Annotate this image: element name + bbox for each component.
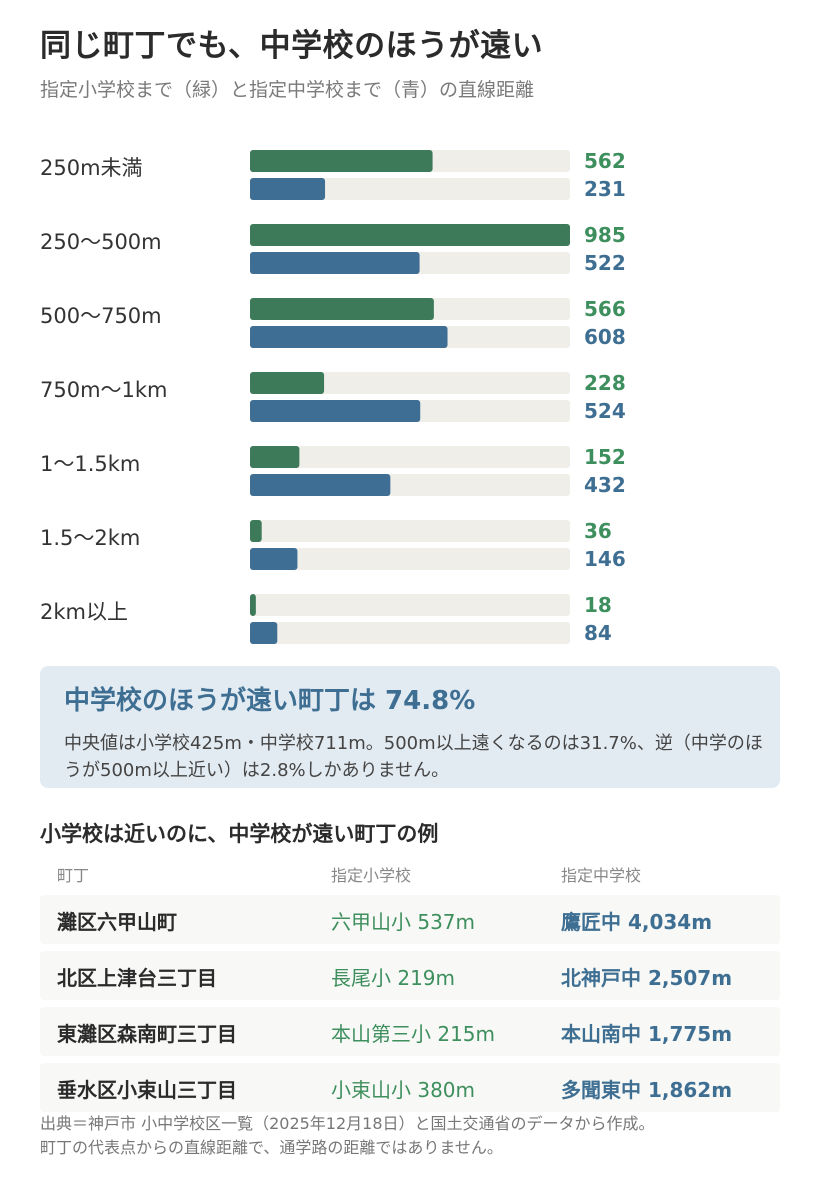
bar-track [250,622,570,644]
header-elementary: 指定小学校 [331,866,412,885]
town-name: 垂水区小束山三丁目 [57,1078,237,1102]
source-line: 出典＝神戸市 小中学校区一覧（2025年12月18日）と国土交通省のデータから作… [40,1114,655,1133]
junior-bar [250,326,448,348]
page-subtitle: 指定小学校まで（緑）と指定中学校まで（青）の直線距離 [40,79,535,101]
bar-track [250,446,570,468]
elementary-school: 小束山小 380m [331,1078,476,1102]
junior-value-label: 146 [584,547,626,571]
elementary-value-label: 228 [584,371,626,395]
table-row: 北区上津台三丁目 長尾小 219m 北神戸中 2,507m [40,951,780,1000]
bar-track [250,178,570,200]
header-junior: 指定中学校 [561,866,642,885]
bar-track [250,372,570,394]
junior-bar [250,622,278,644]
junior-bar [250,252,420,274]
bar-track [250,520,570,542]
elementary-bar [250,298,434,320]
elementary-value-label: 562 [584,149,626,173]
category-label: 2km以上 [40,600,128,624]
junior-value-label: 524 [584,399,626,423]
junior-bar [250,400,421,422]
junior-school: 鷹匠中 4,034m [561,910,713,934]
elementary-value-label: 566 [584,297,626,321]
junior-value-label: 522 [584,251,626,275]
town-name: 東灘区森南町三丁目 [57,1022,237,1046]
distance-bar-chart: 250m未満 562 231 250〜500m 985 522 500〜750m 566 608… [40,149,626,645]
junior-value-label: 608 [584,325,626,349]
bar-track [250,594,570,616]
junior-value-label: 231 [584,177,626,201]
elementary-bar [250,224,570,246]
summary-body: 中央値は小学校425m・中学校711m。500m以上遠くなるのは31.7%、逆（… [64,733,763,781]
junior-value-label: 432 [584,473,626,497]
junior-school: 北神戸中 2,507m [561,966,733,990]
category-label: 1〜1.5km [40,452,140,476]
elementary-bar [250,594,256,616]
category-label: 500〜750m [40,304,162,328]
table-row: 垂水区小束山三丁目 小束山小 380m 多聞東中 1,862m [40,1063,780,1112]
junior-school: 多聞東中 1,862m [561,1078,733,1102]
elementary-school: 六甲山小 537m [331,910,476,934]
category-label: 250〜500m [40,230,162,254]
elementary-school: 本山第三小 215m [331,1022,496,1046]
elementary-bar [250,520,262,542]
junior-value-label: 84 [584,621,612,645]
elementary-bar [250,372,325,394]
junior-bar [250,178,326,200]
elementary-value-label: 18 [584,593,612,617]
junior-school: 本山南中 1,775m [561,1022,733,1046]
elementary-bar [250,150,433,172]
source-line: 町丁の代表点からの直線距離で、通学路の距離ではありません。 [40,1138,503,1157]
category-label: 250m未満 [40,156,143,180]
elementary-school: 長尾小 219m [331,966,456,990]
junior-bar [250,474,391,496]
page-title: 同じ町丁でも、中学校のほうが遠い [40,28,544,64]
examples-title: 小学校は近いのに、中学校が遠い町丁の例 [40,822,439,846]
category-label: 1.5〜2km [40,526,140,550]
table-row: 灘区六甲山町 六甲山小 537m 鷹匠中 4,034m [40,895,780,944]
elementary-value-label: 152 [584,445,626,469]
summary-headline: 中学校のほうが遠い町丁は 74.8% [64,686,476,716]
source-note: 出典＝神戸市 小中学校区一覧（2025年12月18日）と国土交通省のデータから作… [40,1112,655,1160]
town-name: 灘区六甲山町 [57,910,177,934]
summary-callout: 中学校のほうが遠い町丁は 74.8% 中央値は小学校425m・中学校711m。5… [40,666,780,788]
category-label: 750m〜1km [40,378,168,402]
elementary-bar [250,446,300,468]
junior-bar [250,548,298,570]
header-town: 町丁 [57,866,90,885]
table-row: 東灘区森南町三丁目 本山第三小 215m 本山南中 1,775m [40,1007,780,1056]
bar-track [250,548,570,570]
elementary-value-label: 36 [584,519,612,543]
town-name: 北区上津台三丁目 [57,966,217,990]
elementary-value-label: 985 [584,223,626,247]
